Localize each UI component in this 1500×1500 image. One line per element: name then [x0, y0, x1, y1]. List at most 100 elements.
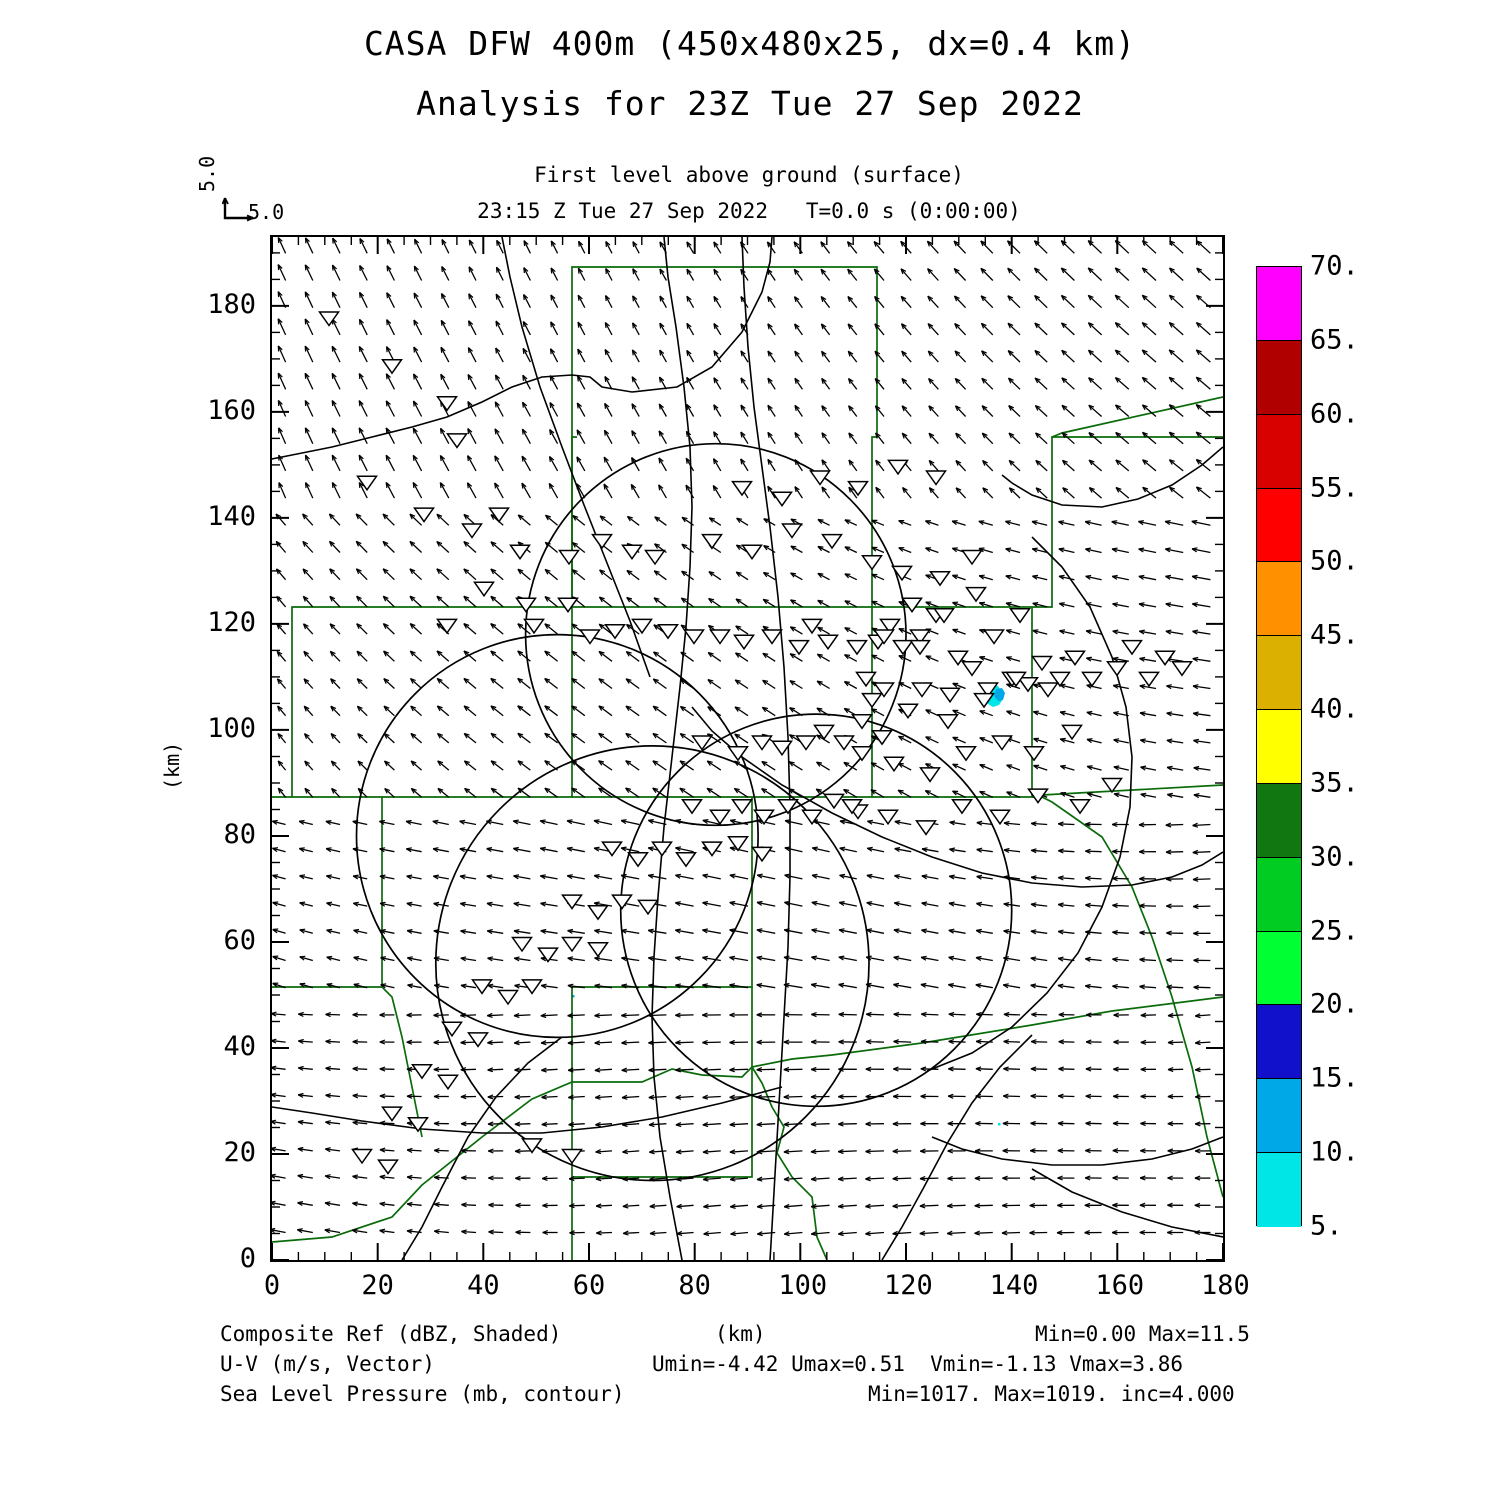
colorbar-tick-label: 50. [1310, 545, 1359, 577]
station-marker [911, 682, 933, 698]
station-marker [847, 480, 869, 497]
y-axis-tick-label: 0 [239, 1243, 256, 1274]
station-marker [919, 767, 941, 783]
station-marker [1064, 650, 1086, 667]
station-marker [879, 618, 901, 635]
station-marker [611, 894, 633, 910]
station-marker [587, 904, 609, 921]
colorbar-band [1257, 857, 1301, 932]
x-axis-tick-label: 20 [361, 1270, 394, 1301]
station-marker [1009, 608, 1031, 624]
station-marker [727, 745, 749, 762]
station-marker [1138, 671, 1160, 688]
y-axis-tick-label: 100 [207, 712, 256, 744]
station-marker [604, 623, 626, 640]
colorbar-band [1257, 1153, 1301, 1227]
station-marker [947, 650, 969, 667]
station-marker [873, 629, 895, 645]
x-axis-tick-label: 100 [778, 1270, 828, 1301]
station-marker [801, 618, 823, 635]
station-marker [1031, 655, 1053, 672]
time-label: 23:15 Z Tue 27 Sep 2022 T=0.0 s (0:00:00… [477, 199, 1021, 223]
station-marker [961, 549, 983, 566]
station-marker [523, 618, 545, 635]
station-marker [741, 544, 763, 561]
station-marker [873, 682, 895, 698]
x-axis-tick-label: 60 [572, 1270, 606, 1301]
station-marker [1049, 671, 1071, 688]
colorbar-band [1257, 636, 1301, 711]
station-marker [777, 798, 799, 815]
station-marker [877, 809, 899, 826]
x-axis-tick-label: 120 [884, 1270, 933, 1301]
y-axis-tick-label: 80 [223, 818, 256, 850]
station-marker [1037, 682, 1059, 698]
station-marker [381, 358, 403, 375]
station-marker [909, 639, 931, 656]
y-axis-tick-label: 180 [207, 288, 256, 320]
station-marker [521, 979, 543, 995]
map-plot-area[interactable] [270, 235, 1225, 1262]
station-marker [1101, 777, 1123, 794]
station-marker [951, 798, 973, 815]
station-marker [1069, 798, 1091, 815]
station-marker [851, 745, 873, 762]
colorbar-band [1257, 710, 1301, 784]
colorbar-band [1257, 931, 1301, 1006]
station-marker [318, 311, 340, 327]
station-marker [731, 480, 753, 497]
station-marker [846, 639, 868, 656]
station-marker [1005, 671, 1027, 688]
station-marker [887, 459, 909, 476]
colorbar-band [1257, 414, 1301, 489]
level-label: First level above ground (surface) [534, 163, 964, 187]
station-markers [318, 311, 1193, 1175]
wind-vector-field [272, 237, 1211, 1237]
station-marker [601, 841, 623, 857]
station-marker [381, 1106, 403, 1122]
station-marker [795, 735, 817, 751]
colorbar[interactable] [1256, 266, 1302, 1227]
colorbar-tick-label: 20. [1310, 988, 1359, 1020]
station-marker [933, 608, 955, 624]
station-marker [788, 639, 810, 656]
station-marker [1017, 676, 1039, 693]
station-marker [411, 1063, 433, 1080]
colorbar-band [1257, 1079, 1301, 1154]
vector-key-vertical-label: 5.0 [195, 155, 219, 192]
station-marker [473, 581, 495, 598]
page-title-line1: CASA DFW 400m (450x480x25, dx=0.4 km) [363, 24, 1137, 63]
station-marker [727, 836, 749, 852]
colorbar-band [1257, 488, 1301, 563]
footer-stats-reflectivity: Min=0.00 Max=11.5 [1035, 1322, 1250, 1346]
station-marker [709, 809, 731, 826]
axis-ticks [272, 237, 1223, 1260]
page-title-line2: Analysis for 23Z Tue 27 Sep 2022 [416, 84, 1084, 123]
x-axis-tick-label: 180 [1201, 1270, 1250, 1301]
colorbar-tick-label: 40. [1310, 693, 1359, 725]
station-marker [761, 629, 783, 645]
x-axis-tick-label: 40 [467, 1270, 500, 1301]
station-marker [467, 1032, 489, 1048]
station-marker [733, 634, 755, 651]
station-marker [681, 798, 703, 815]
station-marker [1154, 650, 1176, 667]
station-marker [751, 846, 773, 863]
station-marker [537, 947, 559, 963]
station-marker [841, 798, 863, 815]
station-marker [558, 549, 580, 566]
station-marker [497, 989, 519, 1006]
station-marker [621, 544, 643, 561]
station-marker [973, 692, 995, 709]
colorbar-tick-label: 45. [1310, 619, 1359, 651]
station-marker [413, 507, 435, 523]
colorbar-tick-label: 55. [1310, 472, 1359, 504]
station-marker [627, 851, 649, 868]
footer-stats-pressure: Min=1017. Max=1019. inc=4.000 [868, 1382, 1235, 1406]
station-marker [446, 433, 468, 449]
colorbar-tick-label: 70. [1310, 250, 1359, 282]
station-marker [965, 586, 987, 603]
station-marker [644, 549, 666, 566]
station-marker [1061, 724, 1083, 741]
y-axis-tick-label: 60 [223, 924, 256, 956]
